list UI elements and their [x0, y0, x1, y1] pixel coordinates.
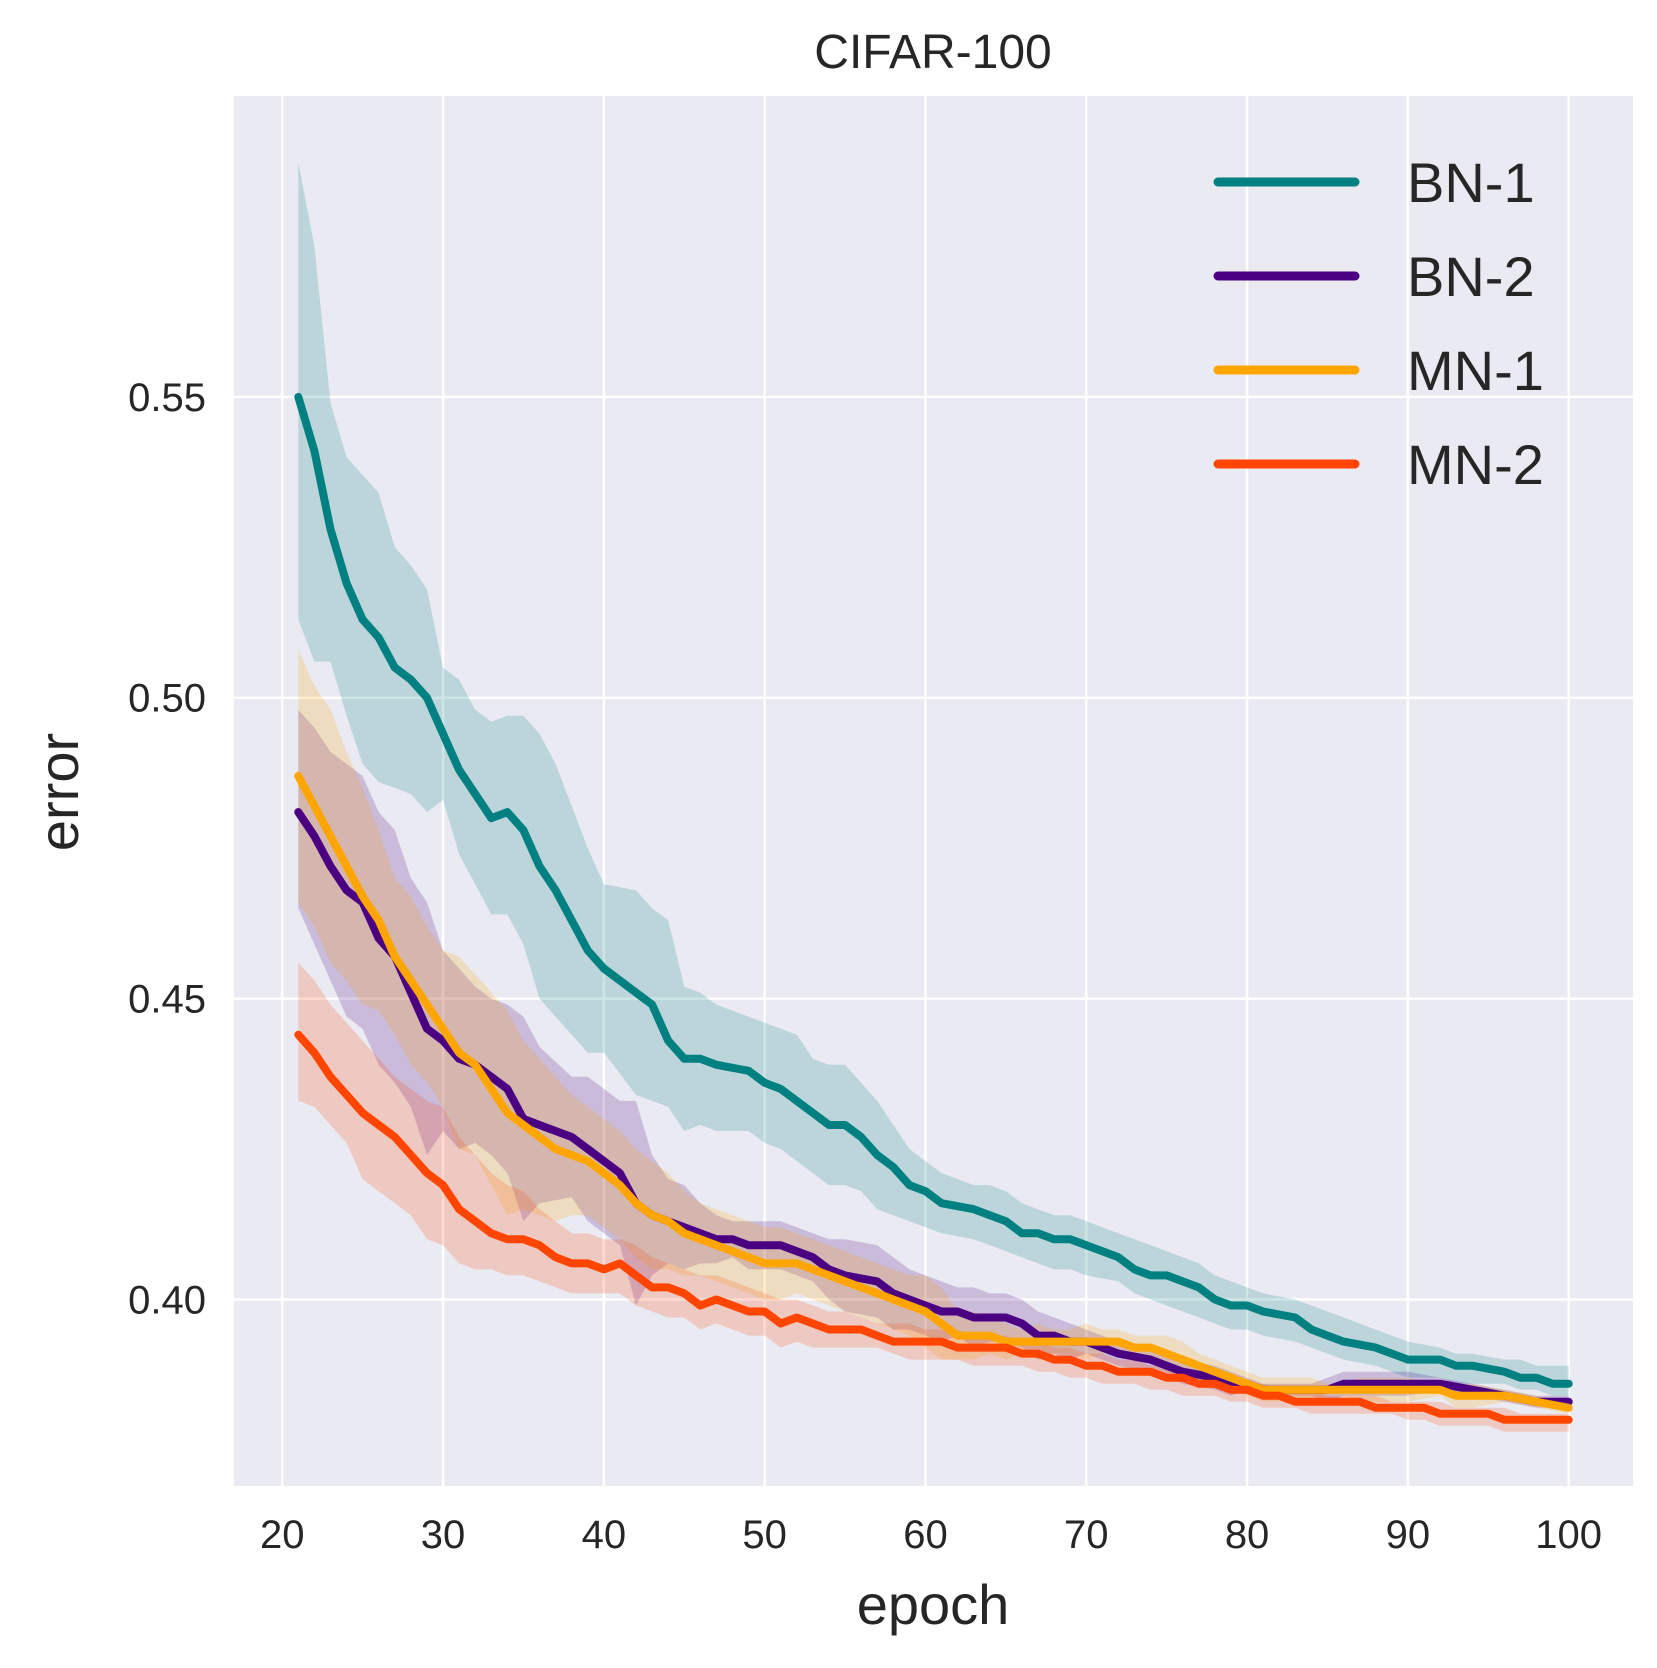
- x-tick-label-40: 40: [582, 1513, 627, 1557]
- grid-lines: [234, 96, 1633, 1486]
- legend-item-bn-2: BN-2: [1213, 245, 1535, 308]
- y-axis-ticks: 0.40 0.45 0.50 0.55: [128, 376, 206, 1323]
- legend: BN-1 BN-2 MN-1 MN-2: [1213, 151, 1544, 496]
- y-tick-label-0.55: 0.55: [128, 376, 206, 420]
- x-tick-label-30: 30: [421, 1513, 466, 1557]
- series-line-mn-2: [294, 1030, 1573, 1424]
- legend-item-mn-1: MN-1: [1213, 339, 1544, 402]
- series-line-mn-1: [294, 772, 1573, 1412]
- plot-background: [234, 96, 1633, 1486]
- legend-label-mn-2: MN-2: [1407, 433, 1544, 496]
- series-lines: [294, 392, 1573, 1424]
- y-axis-label: error: [27, 733, 90, 851]
- legend-label-bn-1: BN-1: [1407, 151, 1535, 214]
- x-tick-label-60: 60: [903, 1513, 948, 1557]
- legend-label-mn-1: MN-1: [1407, 339, 1544, 402]
- x-tick-label-100: 100: [1535, 1513, 1602, 1557]
- x-tick-label-20: 20: [260, 1513, 305, 1557]
- x-tick-label-50: 50: [742, 1513, 787, 1557]
- x-tick-label-70: 70: [1064, 1513, 1109, 1557]
- y-tick-label-0.40: 0.40: [128, 1278, 206, 1322]
- x-tick-label-90: 90: [1386, 1513, 1431, 1557]
- chart-title: CIFAR-100: [814, 26, 1051, 79]
- legend-item-bn-1: BN-1: [1213, 151, 1535, 214]
- series-line-bn-1: [294, 392, 1573, 1388]
- x-tick-label-80: 80: [1225, 1513, 1270, 1557]
- band-bn-2: [298, 709, 1569, 1408]
- legend-label-bn-2: BN-2: [1407, 245, 1535, 308]
- x-axis-label: epoch: [857, 1573, 1010, 1636]
- band-mn-1: [298, 649, 1569, 1414]
- band-bn-1: [298, 162, 1569, 1396]
- y-tick-label-0.50: 0.50: [128, 677, 206, 721]
- y-tick-label-0.45: 0.45: [128, 978, 206, 1022]
- legend-item-mn-2: MN-2: [1213, 433, 1544, 496]
- x-axis-ticks: 20 30 40 50 60 70 80 90 100: [260, 1513, 1602, 1557]
